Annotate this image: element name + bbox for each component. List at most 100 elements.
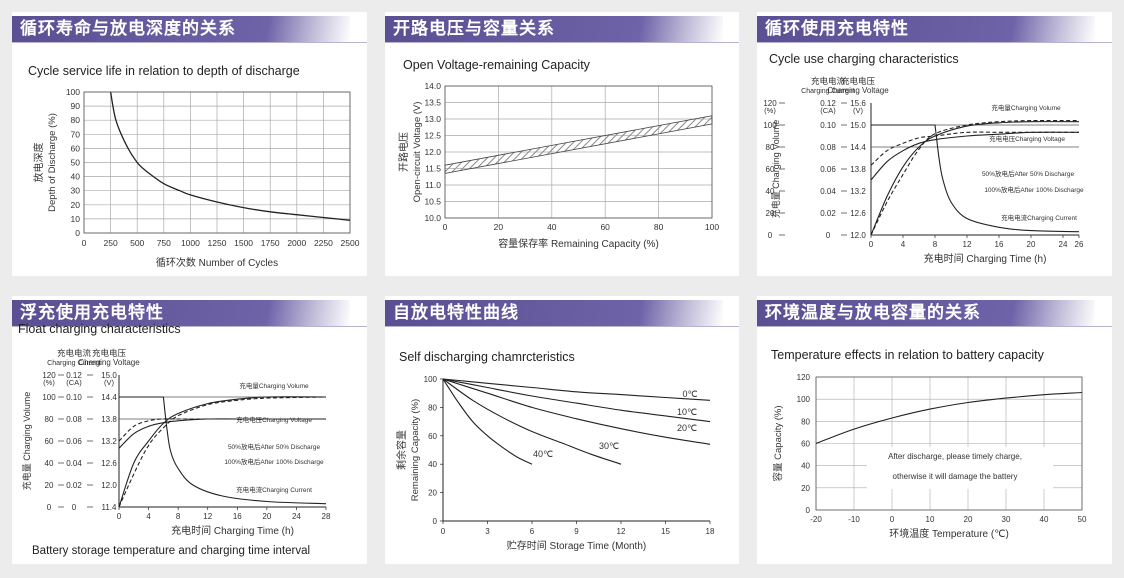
header-rule xyxy=(757,326,1112,327)
x-tick-label: 0 xyxy=(441,527,446,536)
after-100-discharge-curve xyxy=(118,396,327,508)
x-tick-label: 9 xyxy=(574,527,579,536)
y-tick-label: 120 xyxy=(797,373,811,382)
x-tick-label: 16 xyxy=(995,240,1004,249)
x-tick-label: 20 xyxy=(262,512,271,521)
y-tick-label: 100 xyxy=(797,395,811,404)
x-axis-label: 环境温度 Temperature (℃) xyxy=(889,527,1009,540)
y-tick-label: 11.0 xyxy=(425,180,441,190)
x-tick-label: 250 xyxy=(104,238,118,248)
chart-title: Float charging characteristics xyxy=(18,322,181,336)
y-tick-label: 14.0 xyxy=(424,81,441,91)
x-tick-label: 24 xyxy=(1059,240,1068,249)
y-tick-label: 12.0 xyxy=(424,147,441,157)
axis2-unit: (V) xyxy=(104,378,115,387)
after-50-discharge-curve xyxy=(870,131,1079,166)
x-tick-label: 2000 xyxy=(287,238,306,248)
y-tick-label: 80 xyxy=(801,417,810,426)
axis1-title-en: Charging Current xyxy=(47,360,101,367)
self-discharge-curve xyxy=(442,378,533,465)
panel-header: 浮充使用充电特性 xyxy=(12,300,367,327)
axis2-tick-label: 12.6 xyxy=(850,209,866,218)
x-tick-label: 1250 xyxy=(208,238,227,248)
axis2-title-cn: 充电电压 xyxy=(841,76,876,86)
y-axis-label-en: Open-circuit Voltage (V) xyxy=(412,102,423,203)
y-tick-label: 80 xyxy=(71,115,81,125)
note-line-2: otherwise it will damage the battery xyxy=(893,472,1018,481)
plot-frame xyxy=(83,91,351,234)
y-tick-label: 10.5 xyxy=(424,197,441,207)
voltage-band xyxy=(444,115,713,174)
y-tick-label: 40 xyxy=(801,462,810,471)
axis1-title-en: Charging Current xyxy=(801,88,855,95)
chart-self-discharge: 0 3 6 9 12 15 18 0 20 40 60 80 100 0℃ 10℃ 20℃ 30℃ 40℃ 贮存时间… xyxy=(395,375,715,552)
y-axis-label: 容量 Capacity (%) xyxy=(772,405,784,481)
cycle-life-curve xyxy=(109,91,351,221)
y-tick-label: 20 xyxy=(428,489,437,498)
axis0-tick-label: 0 xyxy=(47,503,52,512)
series-label: 0℃ xyxy=(682,389,697,399)
y-axis-label: 充电量 Charging Volume xyxy=(21,392,32,491)
y-tick-label: 20 xyxy=(801,484,810,493)
chart-title: Self discharging chamrcteristics xyxy=(399,350,575,364)
chart-open-voltage: 0 20 40 60 80 100 10.0 10.5 11.0 11.5 12.0 12.5 13.0… xyxy=(397,81,719,250)
axis2-title-cn: 充电电压 xyxy=(92,348,127,358)
header-rule xyxy=(385,326,739,327)
x-tick-label: 18 xyxy=(706,527,715,536)
axis1-tick-label: 0.12 xyxy=(820,99,836,108)
y-axis-label-cn: 开路电压 xyxy=(397,132,410,172)
panel-header: 循环使用充电特性 xyxy=(757,16,1112,43)
axis0-tick-label: 40 xyxy=(45,459,54,468)
axis0-tick-label: 0 xyxy=(768,231,773,240)
axis1-tick-label: 0.02 xyxy=(66,481,82,490)
axis2-tick-label: 11.4 xyxy=(102,503,118,512)
note-line-1: After discharge, please timely charge, xyxy=(888,452,1022,461)
panel-header: 循环寿命与放电深度的关系 xyxy=(12,16,367,43)
x-tick-label: 0 xyxy=(443,222,448,232)
x-tick-label: 10 xyxy=(926,515,935,524)
curve-label: 50%放电后After 50% Discharge xyxy=(228,442,321,451)
x-tick-label: -10 xyxy=(848,515,860,524)
panel-title: 循环使用充电特性 xyxy=(757,16,1095,43)
x-tick-label: 4 xyxy=(901,240,906,249)
axis0-tick-label: 120 xyxy=(763,99,777,108)
axis1-tick-label: 0.06 xyxy=(66,437,82,446)
axis0-tick-label: 20 xyxy=(766,209,775,218)
axis2-tick-label: 12.6 xyxy=(101,459,117,468)
y-tick-label: 70 xyxy=(71,129,81,139)
x-tick-label: 20 xyxy=(494,222,504,232)
series-label: 20℃ xyxy=(677,423,697,433)
panel-self-discharge: 自放电特性曲线 Self discharging chamrcteristics… xyxy=(385,296,739,564)
axis1-tick-label: 0 xyxy=(826,231,831,240)
axis2-tick-label: 15.0 xyxy=(850,121,866,130)
y-tick-label: 100 xyxy=(66,87,80,97)
panel-title: 环境温度与放电容量的关系 xyxy=(757,300,1095,327)
x-tick-label: 80 xyxy=(654,222,664,232)
panel-cycle-life: 循环寿命与放电深度的关系 Cycle service life in relat… xyxy=(12,12,367,276)
series-label: 10℃ xyxy=(677,407,697,417)
axis1-tick-label: 0 xyxy=(72,503,77,512)
panel-temperature: 环境温度与放电容量的关系 Temperature effects in rela… xyxy=(757,296,1112,564)
series-label: 30℃ xyxy=(599,441,619,451)
axis1-tick-label: 0.08 xyxy=(820,143,836,152)
y-tick-label: 60 xyxy=(428,432,437,441)
axis2-tick-label: 12.0 xyxy=(850,231,866,240)
axis1-tick-label: 0.04 xyxy=(820,187,836,196)
x-axis-label: 充电时间 Charging Time (h) xyxy=(171,524,294,537)
x-tick-label: 12 xyxy=(203,512,212,521)
y-tick-label: 10 xyxy=(71,214,81,224)
x-tick-label: 0 xyxy=(869,240,874,249)
y-tick-label: 50 xyxy=(71,158,81,168)
axis1-title-cn: 充电电流 xyxy=(57,348,92,358)
x-tick-label: 24 xyxy=(292,512,301,521)
x-tick-label: 12 xyxy=(963,240,972,249)
x-tick-label: 8 xyxy=(933,240,938,249)
axis2-tick-label: 13.8 xyxy=(850,165,866,174)
y-tick-label: 0 xyxy=(75,228,80,238)
curve-label: 100%放电后After 100% Discharge xyxy=(224,457,324,466)
axis1-tick-label: 0.08 xyxy=(66,415,82,424)
x-tick-label: 1750 xyxy=(261,238,280,248)
curve-label: 100%放电后After 100% Discharge xyxy=(984,185,1084,194)
